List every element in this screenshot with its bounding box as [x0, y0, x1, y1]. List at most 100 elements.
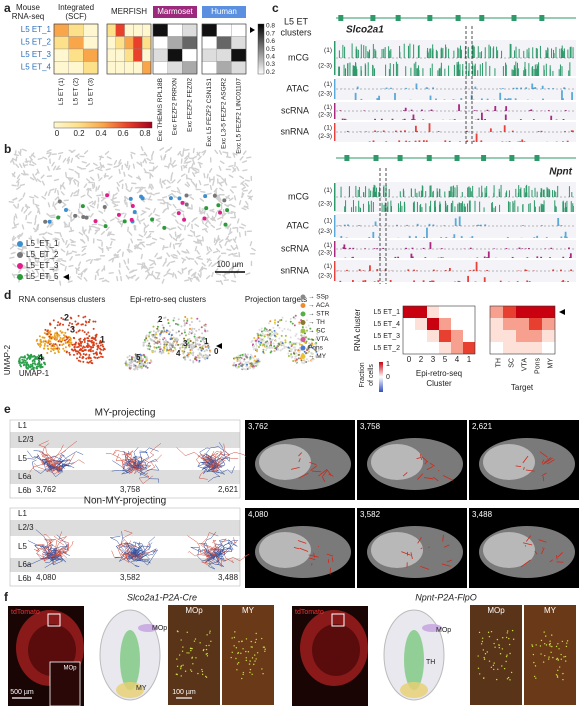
signal	[566, 140, 569, 142]
track-label: ATAC	[286, 220, 309, 230]
tissue-cell	[179, 238, 185, 242]
labelled-cell	[193, 640, 196, 642]
umap-point	[268, 339, 271, 342]
umap-point	[100, 355, 103, 358]
track-marker	[334, 79, 336, 99]
signal	[528, 63, 530, 76]
umap-point	[160, 330, 163, 333]
signal	[418, 44, 420, 58]
umap-point	[295, 341, 298, 344]
umap-point	[287, 346, 290, 349]
labelled-cell	[505, 636, 508, 639]
tissue-cell	[36, 178, 42, 183]
umap-point	[86, 344, 89, 347]
umap-point	[305, 340, 308, 343]
signal	[351, 43, 353, 58]
brain-highlight	[259, 444, 311, 480]
umap-point	[146, 347, 149, 350]
tissue-cell	[163, 207, 169, 211]
tissue-cell	[218, 200, 224, 205]
signal	[418, 140, 421, 142]
umap-point	[292, 352, 295, 355]
tissue-cell	[161, 180, 166, 185]
umap-point	[52, 336, 55, 339]
signal	[409, 43, 411, 58]
signal	[562, 280, 565, 282]
signal	[339, 280, 342, 282]
inset	[49, 661, 81, 707]
signal	[377, 131, 380, 132]
tissue-cell	[18, 268, 22, 274]
signal	[458, 216, 461, 226]
cortical-layer	[10, 558, 240, 572]
exon	[455, 15, 461, 21]
umap-point	[99, 344, 102, 347]
labelled-cell	[180, 665, 183, 667]
tissue-cell	[136, 215, 139, 221]
tissue-cell	[164, 148, 170, 153]
umap-point	[181, 346, 184, 349]
signal	[536, 191, 538, 197]
labelled-cell	[507, 676, 510, 679]
umap-point	[65, 335, 68, 338]
labelled-cell	[250, 640, 252, 643]
signal	[443, 225, 446, 226]
umap-point	[56, 335, 59, 338]
umap-point	[79, 348, 82, 351]
tissue-cell	[94, 229, 99, 235]
tissue-cell	[140, 146, 144, 152]
tissue-cell	[194, 167, 200, 171]
umap-point	[265, 328, 268, 331]
column-label: Exc FEZF2 FEZ02	[186, 78, 193, 132]
umap-point	[289, 336, 292, 339]
signal	[372, 140, 375, 142]
umap-point	[84, 324, 87, 327]
cortical-layer	[10, 470, 240, 484]
signal	[552, 269, 555, 271]
signal	[557, 185, 559, 197]
cell-dot	[93, 219, 98, 224]
signal	[390, 200, 392, 212]
neuron-branch	[210, 461, 220, 469]
signal	[420, 190, 422, 197]
tissue-cell	[215, 273, 222, 276]
heatmap-cell	[415, 306, 427, 318]
signal	[545, 63, 547, 76]
signal	[486, 109, 489, 111]
tissue-cell	[148, 162, 155, 165]
umap-point	[183, 322, 186, 325]
signal	[365, 131, 368, 132]
signal	[368, 236, 371, 238]
label: clusters	[280, 27, 312, 37]
umap-point	[140, 367, 143, 370]
umap-point	[88, 335, 91, 338]
umap-point	[155, 346, 158, 349]
signal	[404, 107, 407, 111]
labelled-cell	[178, 654, 181, 656]
umap-point	[241, 353, 244, 356]
tissue-cell	[44, 191, 48, 197]
tissue-cell	[100, 230, 106, 236]
tissue-cell	[98, 210, 104, 214]
signal	[505, 248, 508, 249]
tissue-cell	[95, 166, 101, 170]
labelled-cell	[264, 648, 266, 650]
tissue-cell	[45, 258, 50, 263]
labelled-cell	[490, 666, 493, 669]
neuron-branch	[134, 467, 160, 483]
signal	[461, 192, 463, 197]
signal	[411, 247, 414, 249]
cluster-id: 4	[38, 352, 43, 362]
signal	[462, 70, 464, 76]
umap-point	[253, 360, 256, 363]
tissue-cell	[130, 151, 136, 155]
tissue-cell	[179, 152, 183, 157]
umap-point	[90, 339, 93, 342]
tissue-cell	[166, 262, 171, 267]
tissue-cell	[248, 195, 253, 200]
legend-dot	[300, 337, 306, 342]
tissue-cell	[76, 166, 82, 170]
umap-point	[311, 352, 314, 355]
umap-point	[295, 358, 298, 361]
neuron-branch	[122, 460, 143, 473]
